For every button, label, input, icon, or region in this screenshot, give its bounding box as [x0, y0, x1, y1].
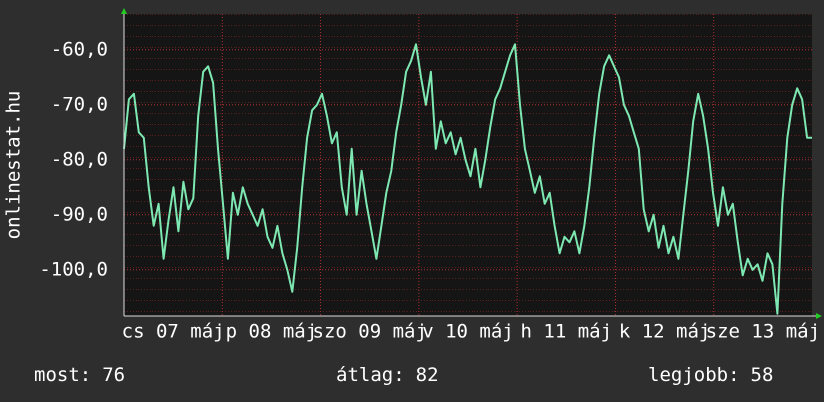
stat-label: most:	[34, 364, 91, 386]
y-tick-label: -90,0	[51, 203, 108, 225]
y-tick-label: -70,0	[51, 93, 108, 115]
y-axis-label: onlinestat.hu	[3, 91, 25, 240]
x-tick-label: v 10 máj	[422, 321, 514, 343]
x-arrow	[816, 313, 822, 319]
y-arrow	[121, 8, 127, 14]
stat-label: legjobb:	[648, 364, 740, 386]
stat: legjobb: 58	[648, 364, 773, 386]
stat-value: 58	[751, 364, 774, 386]
stat-value: 76	[102, 364, 125, 386]
stat-value: 82	[416, 364, 439, 386]
x-tick-label: cs 07 máj	[122, 321, 225, 343]
y-tick-label: -100,0	[39, 258, 108, 280]
x-tick-label: p 08 máj	[226, 321, 318, 343]
stat: átlag: 82	[336, 364, 439, 386]
y-tick-label: -80,0	[51, 148, 108, 170]
y-tick-label: -60,0	[51, 38, 108, 60]
chart-layer	[123, 14, 812, 316]
x-tick-label: k 12 máj	[619, 321, 711, 343]
x-tick-label: sze 13 máj	[706, 321, 820, 343]
stat: most: 76	[34, 364, 125, 386]
x-tick-label: szo 09 máj	[313, 321, 427, 343]
stat-label: átlag:	[336, 364, 405, 386]
x-tick-label: h 11 máj	[521, 321, 613, 343]
data-line	[123, 43, 812, 315]
